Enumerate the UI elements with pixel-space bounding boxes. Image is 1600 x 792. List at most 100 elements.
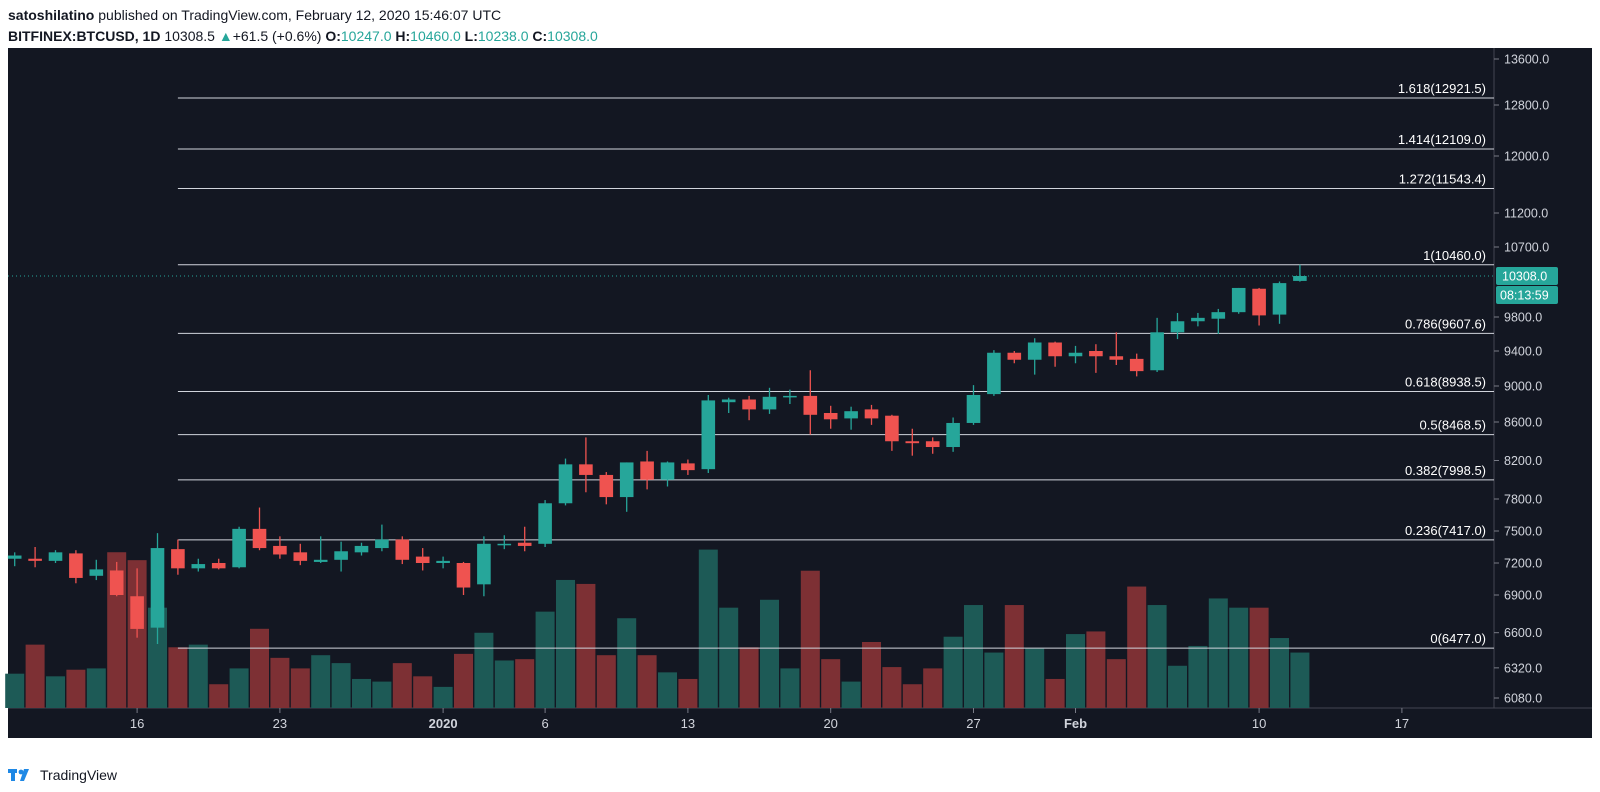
candle-body[interactable] bbox=[109, 570, 124, 595]
candle-body[interactable] bbox=[1191, 317, 1205, 322]
candle-body[interactable] bbox=[966, 395, 981, 423]
candle-body[interactable] bbox=[762, 396, 777, 410]
candle-body[interactable] bbox=[987, 352, 1001, 395]
candle-body[interactable] bbox=[334, 551, 348, 560]
candle-body[interactable] bbox=[1252, 288, 1266, 316]
candle-body[interactable] bbox=[150, 548, 165, 628]
fib-level-label: 0.236(7417.0) bbox=[1405, 523, 1486, 538]
time-tick-label: 13 bbox=[681, 716, 695, 731]
candle-body[interactable] bbox=[1007, 352, 1022, 360]
time-axis[interactable] bbox=[8, 708, 1592, 738]
candle-body[interactable] bbox=[1129, 358, 1144, 372]
time-tick-label: 20 bbox=[823, 716, 837, 731]
candle-body[interactable] bbox=[395, 539, 410, 560]
candle-body[interactable] bbox=[130, 596, 144, 629]
candle-body[interactable] bbox=[48, 552, 63, 561]
candle-body[interactable] bbox=[191, 564, 206, 569]
price-tick-label: 12800.0 bbox=[1504, 99, 1549, 113]
symbol-label[interactable]: BITFINEX:BTCUSD, 1D bbox=[8, 28, 161, 44]
candle-body[interactable] bbox=[1231, 287, 1246, 313]
candle-body[interactable] bbox=[477, 543, 491, 585]
candle-body[interactable] bbox=[864, 409, 879, 419]
fib-level-label: 1.414(12109.0) bbox=[1398, 132, 1486, 147]
candle-body[interactable] bbox=[375, 539, 389, 549]
candle-body[interactable] bbox=[517, 542, 532, 546]
plot-area[interactable] bbox=[8, 48, 1494, 708]
candle-body[interactable] bbox=[701, 400, 716, 470]
candle-body[interactable] bbox=[823, 413, 838, 420]
volume-bar bbox=[1188, 645, 1208, 708]
volume-bar bbox=[209, 684, 229, 708]
last-price-tag[interactable] bbox=[1496, 267, 1558, 285]
candle-body[interactable] bbox=[89, 569, 104, 576]
volume-bar bbox=[1127, 586, 1147, 708]
candle-body[interactable] bbox=[69, 553, 83, 578]
volume-bar bbox=[678, 678, 698, 708]
candle-body[interactable] bbox=[885, 415, 899, 442]
candle-body[interactable] bbox=[171, 549, 185, 569]
volume-bar bbox=[576, 583, 596, 708]
candle-body[interactable] bbox=[1170, 321, 1185, 333]
candle-body[interactable] bbox=[28, 558, 42, 561]
candle-body[interactable] bbox=[905, 441, 920, 444]
candle-body[interactable] bbox=[1211, 312, 1226, 319]
tradingview-brand[interactable]: TradingView bbox=[40, 767, 118, 783]
candle-body[interactable] bbox=[1068, 352, 1083, 357]
volume-bar bbox=[1106, 659, 1126, 708]
candle-body[interactable] bbox=[1109, 356, 1124, 360]
candle-body[interactable] bbox=[579, 464, 593, 475]
candle-body[interactable] bbox=[844, 411, 858, 419]
time-tick-label: 27 bbox=[966, 716, 980, 731]
price-tick-label: 6600.0 bbox=[1504, 626, 1542, 640]
candle-body[interactable] bbox=[721, 399, 736, 403]
candle-body[interactable] bbox=[660, 462, 675, 480]
candle-body[interactable] bbox=[1293, 276, 1307, 281]
candle-body[interactable] bbox=[7, 555, 22, 559]
candle-body[interactable] bbox=[313, 559, 328, 562]
fib-level-label: 1.272(11543.4) bbox=[1399, 172, 1486, 187]
candle-body[interactable] bbox=[946, 422, 960, 448]
candle-body[interactable] bbox=[742, 399, 756, 410]
candle-body[interactable] bbox=[925, 441, 940, 448]
candle-body[interactable] bbox=[415, 556, 430, 563]
fib-level-label: 1(10460.0) bbox=[1423, 248, 1486, 263]
published-text: published on TradingView.com, February 1… bbox=[98, 7, 502, 23]
candle-body[interactable] bbox=[293, 552, 308, 561]
volume-bar bbox=[392, 663, 412, 708]
candle-body[interactable] bbox=[538, 503, 552, 544]
time-tick-label: Feb bbox=[1064, 716, 1087, 731]
candle-body[interactable] bbox=[619, 462, 634, 498]
candle-body[interactable] bbox=[273, 545, 287, 555]
volume-bar bbox=[923, 668, 943, 708]
author-name[interactable]: satoshilatino bbox=[8, 7, 95, 23]
candle-body[interactable] bbox=[599, 474, 614, 498]
price-tick-label: 9800.0 bbox=[1504, 311, 1542, 325]
candle-body[interactable] bbox=[783, 395, 797, 398]
candle-body[interactable] bbox=[1048, 342, 1062, 357]
candle-body[interactable] bbox=[1272, 283, 1287, 315]
change-up-icon: ▲ bbox=[218, 28, 233, 44]
candle-body[interactable] bbox=[497, 543, 512, 546]
volume-bar bbox=[474, 632, 494, 708]
candle-body[interactable] bbox=[1150, 332, 1164, 371]
candle-body[interactable] bbox=[354, 545, 369, 553]
candle-body[interactable] bbox=[1027, 342, 1042, 360]
candle-body[interactable] bbox=[681, 463, 695, 471]
candle-body[interactable] bbox=[640, 461, 654, 480]
candle-body[interactable] bbox=[252, 528, 267, 549]
candle-body[interactable] bbox=[803, 395, 818, 415]
candle-body[interactable] bbox=[436, 560, 450, 563]
candle-body[interactable] bbox=[211, 563, 226, 569]
low-value: 10238.0 bbox=[477, 28, 529, 44]
candle-body[interactable] bbox=[456, 563, 471, 588]
candle-body[interactable] bbox=[1089, 351, 1103, 357]
candle-body[interactable] bbox=[232, 528, 246, 568]
volume-bar bbox=[760, 599, 779, 708]
price-tick-label: 6900.0 bbox=[1504, 589, 1542, 603]
candle-body[interactable] bbox=[558, 464, 573, 504]
volume-bar bbox=[617, 618, 637, 708]
close-value: 10308.0 bbox=[547, 28, 598, 44]
price-axis[interactable] bbox=[1494, 48, 1592, 708]
volume-bar bbox=[1270, 638, 1289, 708]
